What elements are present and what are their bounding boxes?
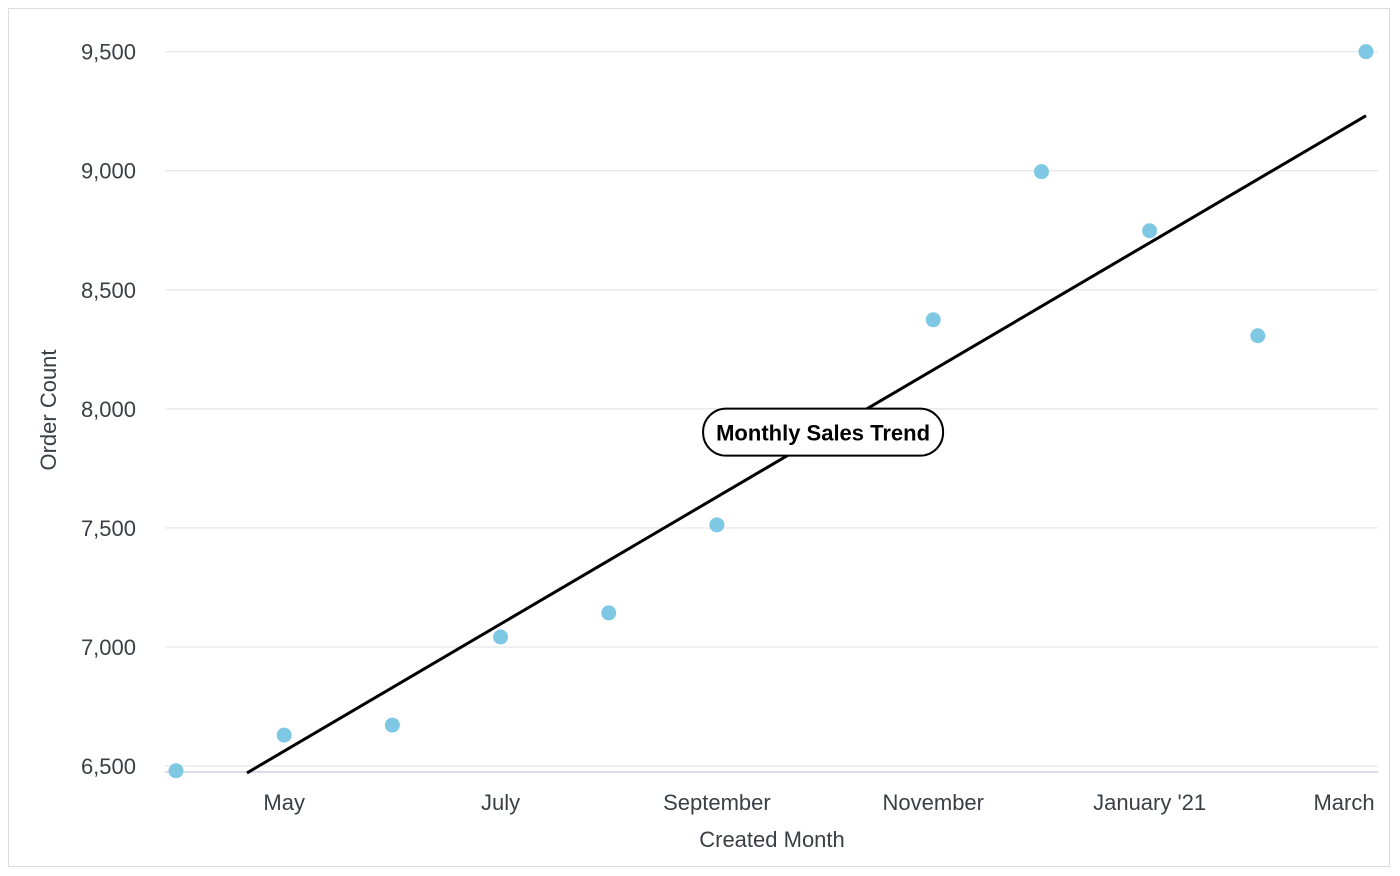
data-point[interactable] [384, 717, 400, 733]
data-point[interactable] [493, 629, 509, 645]
data-point[interactable] [1033, 164, 1049, 180]
y-tick-label: 7,500 [81, 516, 136, 541]
x-tick-label: November [883, 790, 984, 815]
annotation-box [702, 407, 945, 457]
x-tick-labels: May July September November January '21 March [263, 790, 1374, 815]
data-points [168, 44, 1374, 779]
trend-annotation: Monthly Sales Trend [702, 407, 945, 457]
x-tick-label: July [481, 790, 520, 815]
x-tick-label: May [263, 790, 305, 815]
data-point[interactable] [709, 517, 725, 533]
data-point[interactable] [601, 605, 617, 621]
data-point[interactable] [168, 763, 184, 779]
y-tick-label: 9,000 [81, 159, 136, 184]
data-point[interactable] [925, 312, 941, 328]
data-point[interactable] [1358, 44, 1374, 60]
y-axis-label: Order Count [36, 349, 61, 470]
x-axis-label: Created Month [699, 827, 845, 852]
y-tick-label: 8,500 [81, 278, 136, 303]
y-tick-label: 7,000 [81, 635, 136, 660]
data-point[interactable] [276, 727, 292, 743]
y-tick-label: 8,000 [81, 397, 136, 422]
y-tick-label: 9,500 [81, 40, 136, 65]
x-tick-label: March [1313, 790, 1374, 815]
y-tick-label: 6,500 [81, 754, 136, 779]
annotation-text: Monthly Sales Trend [716, 421, 930, 446]
data-point[interactable] [1142, 223, 1158, 239]
data-point[interactable] [1250, 328, 1266, 344]
gridlines [165, 51, 1378, 767]
chart-frame [8, 8, 1390, 867]
x-tick-label: January '21 [1093, 790, 1206, 815]
y-tick-labels: 6,500 7,000 7,500 8,000 8,500 9,000 9,500 [81, 40, 136, 779]
x-tick-label: September [663, 790, 771, 815]
